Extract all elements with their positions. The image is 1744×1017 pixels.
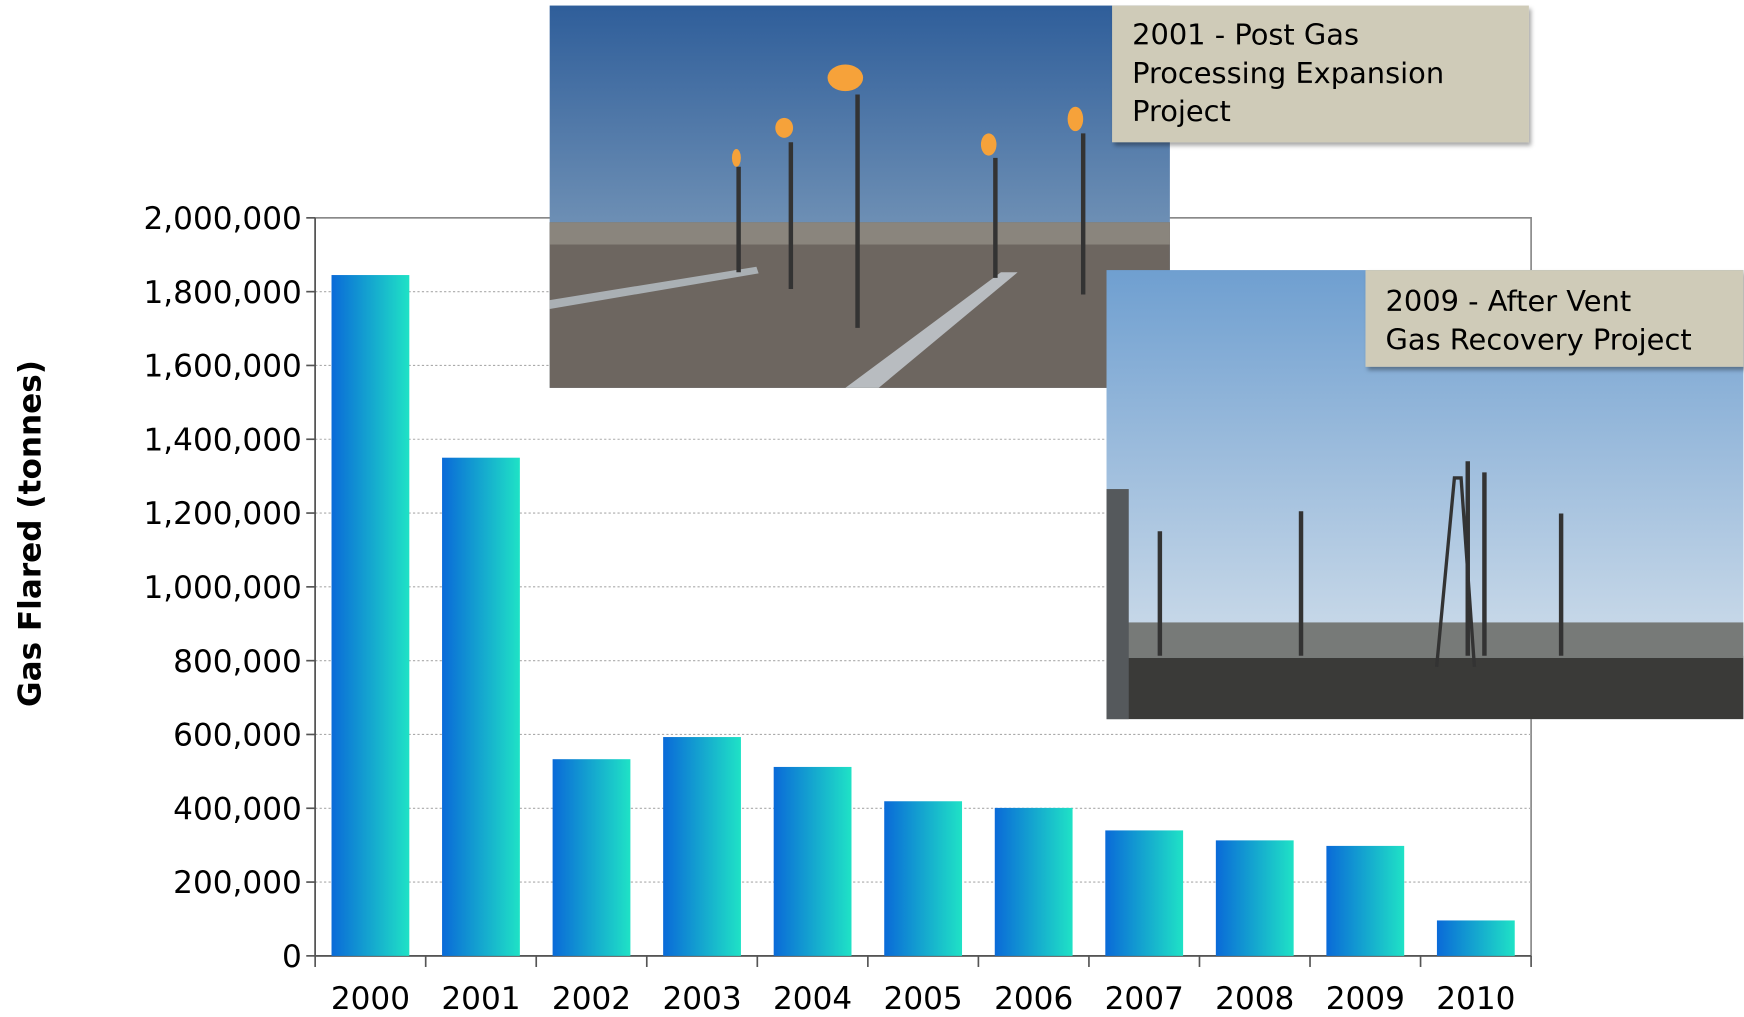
photos — [549, 5, 1744, 720]
annotation: 2009 - After Vent Gas Recovery Project — [1386, 284, 1692, 356]
annotation-box — [1365, 270, 1744, 367]
photo-flares — [549, 5, 1170, 388]
annotation-box — [1112, 5, 1529, 143]
x-tick-label: 2004 — [773, 981, 852, 1017]
bar — [552, 759, 631, 956]
x-tick-label: 2010 — [1436, 981, 1515, 1017]
y-tick-label: 1,600,000 — [143, 349, 301, 385]
x-tick-label: 2006 — [994, 981, 1073, 1017]
x-tick-label: 2001 — [441, 981, 520, 1017]
bar — [1436, 920, 1515, 956]
x-tick-label: 2002 — [552, 981, 631, 1017]
y-tick-label: 1,200,000 — [143, 496, 301, 532]
annotation-line: 2001 - Post Gas — [1132, 17, 1359, 51]
y-tick-label: 1,400,000 — [143, 422, 301, 458]
plot-area: 0 200,000 400,000 600,000 800,000 1,000,000 1,… — [143, 201, 1532, 1017]
bar — [884, 801, 963, 956]
bar — [1215, 840, 1294, 956]
x-tick-label: 2000 — [331, 981, 410, 1017]
x-tick-label: 2003 — [662, 981, 741, 1017]
y-tick-label: 2,000,000 — [143, 201, 301, 237]
y-tick-label: 1,000,000 — [143, 570, 301, 606]
annotation-line: Processing Expansion — [1132, 56, 1444, 90]
y-tick-label: 600,000 — [173, 718, 302, 754]
annotation-line: Project — [1132, 94, 1231, 128]
bar — [442, 457, 520, 956]
x-tick-label: 2007 — [1105, 981, 1184, 1017]
y-tick-label: 0 — [282, 939, 302, 975]
bar — [773, 766, 852, 956]
bar — [1326, 845, 1405, 956]
annotation-line: Gas Recovery Project — [1386, 323, 1692, 357]
x-tick-label: 2009 — [1326, 981, 1405, 1017]
bar — [663, 737, 741, 956]
annotation: 2001 - Post Gas Processing Expansion Proje… — [1132, 17, 1444, 128]
x-tick-label: 2005 — [884, 981, 963, 1017]
bar — [994, 807, 1073, 956]
y-axis-title: Gas Flared (tonnes) — [13, 360, 49, 707]
bar — [331, 275, 410, 956]
x-tick-label: 2008 — [1215, 981, 1294, 1017]
y-tick-label: 1,800,000 — [143, 275, 301, 311]
y-tick-label: 400,000 — [173, 791, 302, 827]
annotation-line: 2009 - After Vent — [1386, 284, 1632, 318]
y-tick-label: 800,000 — [173, 644, 302, 680]
y-tick-label: 200,000 — [173, 865, 302, 901]
bar — [1105, 830, 1184, 956]
